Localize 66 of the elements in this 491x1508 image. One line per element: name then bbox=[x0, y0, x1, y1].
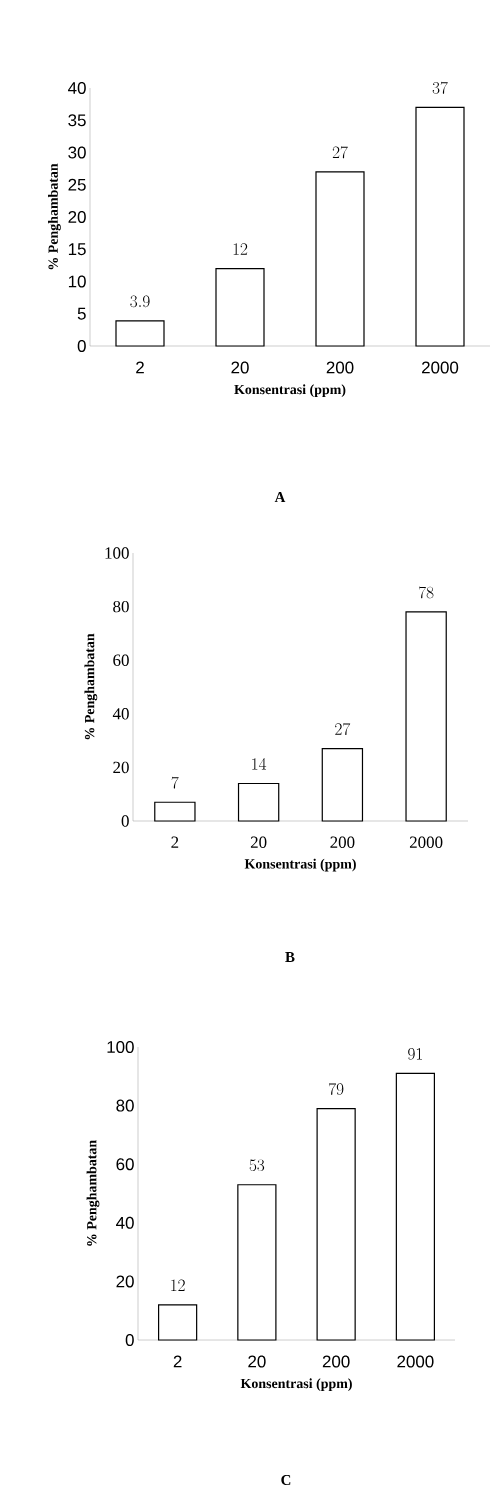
y-tick-label: 0 bbox=[121, 815, 129, 827]
data-label: 12 bbox=[171, 1279, 185, 1291]
bar bbox=[237, 1184, 277, 1341]
data-label: 27 bbox=[332, 146, 348, 159]
data-label: 79 bbox=[329, 1082, 344, 1095]
y-tick-label: 60 bbox=[113, 654, 129, 666]
bar bbox=[405, 611, 447, 822]
y-tick-label: 20 bbox=[116, 1275, 134, 1288]
y-tick-label: 40 bbox=[116, 1216, 134, 1229]
bar bbox=[154, 801, 196, 822]
x-tick-label: 200 bbox=[330, 836, 355, 848]
data-label: 27 bbox=[335, 723, 351, 736]
data-label: 91 bbox=[408, 1048, 422, 1060]
text: A bbox=[274, 492, 286, 502]
y-tick-label: 20 bbox=[113, 761, 129, 774]
bar bbox=[321, 748, 364, 822]
x-tick-label: 20 bbox=[248, 1355, 266, 1368]
x-tick-label: 2 bbox=[173, 1355, 182, 1368]
x-tick-label: 2 bbox=[171, 836, 179, 848]
x-axis-title: Konsentrasi (ppm) bbox=[234, 384, 346, 397]
y-tick-label: 40 bbox=[68, 82, 86, 94]
x-axis-title: Konsentrasi (ppm) bbox=[244, 858, 356, 872]
x-tick-label: 200 bbox=[322, 1355, 350, 1368]
y-axis-title: % Penghambatan bbox=[86, 1140, 100, 1246]
bar bbox=[316, 1107, 356, 1341]
text: B bbox=[285, 952, 295, 962]
y-tick-label: 10 bbox=[68, 275, 86, 288]
y-tick-label: 0 bbox=[77, 340, 86, 353]
x-tick-label: 2000 bbox=[397, 1355, 434, 1368]
y-tick-label: 30 bbox=[68, 146, 86, 159]
data-label: 12 bbox=[233, 243, 248, 255]
data-label: 14 bbox=[252, 758, 267, 770]
bar bbox=[215, 268, 265, 347]
bar bbox=[158, 1304, 198, 1341]
y-tick-label: 20 bbox=[68, 211, 86, 224]
y-tick-label: 15 bbox=[68, 243, 86, 256]
data-label: 3.9 bbox=[130, 295, 150, 308]
y-tick-label: 35 bbox=[68, 114, 86, 127]
y-axis-title: % Penghambatan bbox=[84, 633, 98, 740]
y-tick-label: 60 bbox=[116, 1158, 134, 1171]
x-axis-title: Konsentrasi (ppm) bbox=[240, 1378, 352, 1392]
text: C bbox=[281, 1475, 291, 1486]
bar bbox=[115, 320, 165, 347]
x-tick-label: 20 bbox=[231, 361, 249, 374]
bar bbox=[237, 782, 280, 822]
y-tick-label: 100 bbox=[105, 547, 129, 559]
y-tick-label: 80 bbox=[113, 600, 129, 613]
bar bbox=[315, 171, 365, 347]
y-tick-label: 80 bbox=[116, 1099, 134, 1112]
data-label: 7 bbox=[171, 776, 179, 789]
data-label: 37 bbox=[432, 81, 448, 94]
x-tick-label: 2000 bbox=[409, 836, 443, 848]
y-tick-label: 0 bbox=[125, 1334, 134, 1347]
data-label: 53 bbox=[249, 1159, 265, 1172]
data-label: 78 bbox=[419, 586, 434, 599]
y-tick-label: 40 bbox=[112, 708, 129, 720]
y-axis-title: % Penghambatan bbox=[48, 163, 61, 270]
y-tick-label: 5 bbox=[77, 307, 86, 320]
bar bbox=[415, 106, 465, 347]
x-tick-label: 2000 bbox=[422, 361, 459, 374]
x-tick-label: 20 bbox=[250, 836, 267, 848]
x-tick-label: 2 bbox=[136, 361, 144, 374]
x-tick-label: 200 bbox=[326, 361, 354, 374]
y-tick-label: 25 bbox=[68, 178, 86, 191]
bar bbox=[395, 1072, 435, 1341]
y-tick-label: 100 bbox=[107, 1041, 134, 1054]
